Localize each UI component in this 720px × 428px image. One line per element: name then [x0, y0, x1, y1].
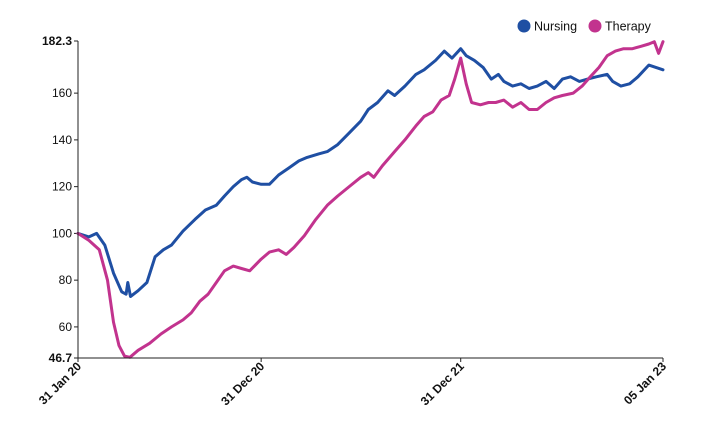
y-tick-label: 60 — [59, 320, 73, 334]
y-tick-label: 160 — [52, 86, 72, 100]
x-tick-label: 31 Dec 20 — [218, 359, 267, 408]
x-tick-label: 05 Jan 23 — [621, 359, 669, 407]
y-tick-label: 182.3 — [42, 34, 72, 48]
x-tick-label: 31 Dec 21 — [418, 359, 467, 408]
legend-label-therapy: Therapy — [605, 20, 652, 34]
series-line-nursing — [76, 47, 665, 298]
x-tick-label: 31 Jan 20 — [36, 359, 84, 407]
y-tick-label: 140 — [52, 133, 72, 147]
series-line-therapy — [76, 40, 665, 359]
y-tick-label: 120 — [52, 180, 72, 194]
legend-label-nursing: Nursing — [534, 20, 577, 34]
x-axis-ticks: 31 Jan 20 31 Dec 20 31 Dec 21 05 Jan 23 — [36, 358, 669, 408]
series-lines — [76, 40, 665, 359]
legend: Nursing Therapy — [517, 19, 652, 34]
y-tick-label: 80 — [59, 273, 73, 287]
legend-swatch-therapy — [588, 19, 602, 33]
y-tick-label: 100 — [52, 226, 72, 240]
y-axis-ticks: 46.7 60 80 100 120 140 160 182.3 — [42, 34, 78, 365]
y-tick-label: 46.7 — [49, 351, 73, 365]
legend-swatch-nursing — [517, 19, 531, 33]
